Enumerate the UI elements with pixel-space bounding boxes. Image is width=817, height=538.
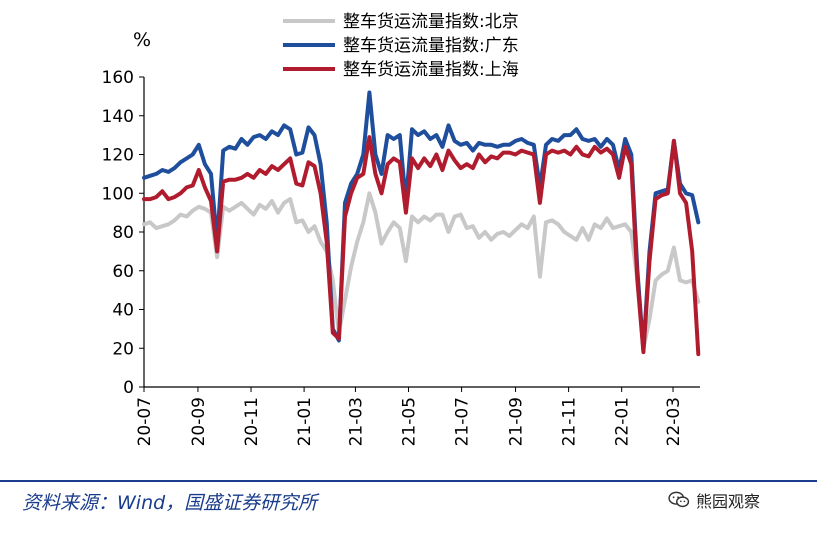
y-tick-label: 160 xyxy=(102,68,134,88)
source-note: 资料来源：Wind，国盛证券研究所 xyxy=(22,492,318,514)
legend-label-2: 整车货运流量指数:广东 xyxy=(343,36,519,56)
series-line-3 xyxy=(142,135,701,357)
x-tick-label: 21-09 xyxy=(507,397,527,446)
x-tick-label: 20-09 xyxy=(189,397,209,446)
x-tick-label: 22-03 xyxy=(664,397,684,446)
x-tick-label: 21-11 xyxy=(560,397,580,446)
y-tick-label: 20 xyxy=(112,339,134,359)
watermark-text: 熊园观察 xyxy=(696,492,761,511)
y-tick-label: 140 xyxy=(102,107,134,127)
y-tick-label: 80 xyxy=(112,223,134,243)
legend-label-1: 整车货运流量指数:北京 xyxy=(343,12,519,32)
x-tick-label: 21-05 xyxy=(400,397,420,446)
x-tick-label: 21-03 xyxy=(346,397,366,446)
legend-label-3: 整车货运流量指数:上海 xyxy=(343,60,519,80)
x-tick-label: 21-07 xyxy=(453,397,473,446)
y-tick-label: 60 xyxy=(112,262,134,282)
axes: 0 20 40 60 80 100 120 140 160% 20-07 20-09 20-11 21-… xyxy=(102,29,700,446)
wechat-icon xyxy=(668,491,690,508)
x-tick-label: 20-11 xyxy=(242,397,262,446)
series-lines xyxy=(142,90,701,357)
y-tick-label: 100 xyxy=(102,184,134,204)
x-tick-label: 20-07 xyxy=(135,397,155,446)
y-tick-label: 40 xyxy=(112,301,134,321)
series-line-1 xyxy=(142,191,701,351)
series-line-2 xyxy=(142,90,701,353)
watermark: 熊园观察 xyxy=(668,488,760,512)
x-tick-label: 22-01 xyxy=(613,397,633,446)
y-unit-label: % xyxy=(133,29,151,51)
source-divider xyxy=(0,480,817,482)
y-tick-label: 0 xyxy=(123,378,134,398)
y-tick-label: 120 xyxy=(102,146,134,166)
x-tick-label: 21-01 xyxy=(295,397,315,446)
